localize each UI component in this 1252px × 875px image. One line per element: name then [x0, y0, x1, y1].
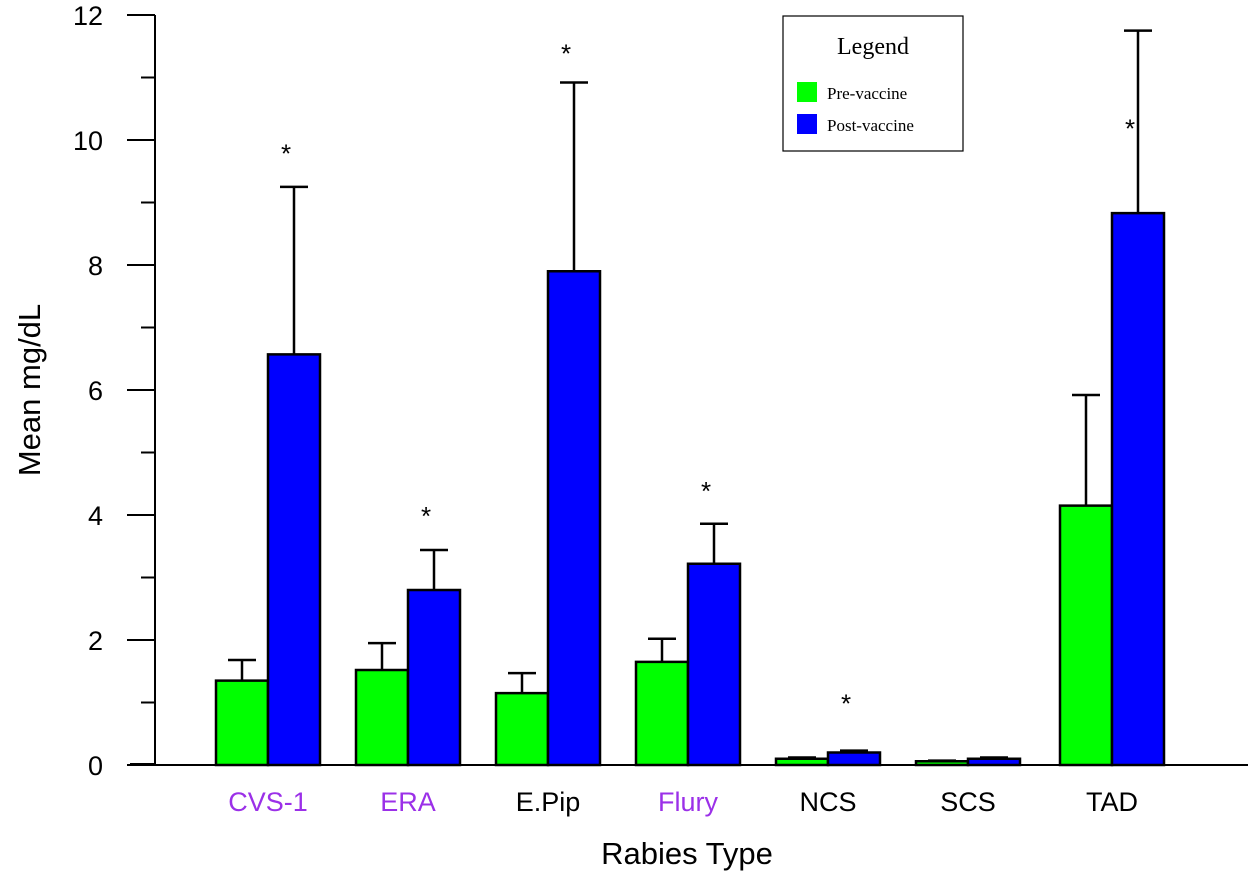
legend-label-post-vaccine: Post-vaccine: [827, 116, 914, 135]
bars: [130, 29, 1166, 767]
bar-post-vaccine-scs: [966, 757, 1022, 767]
x-tick-label: SCS: [940, 787, 996, 817]
legend-title: Legend: [837, 34, 909, 60]
x-tick-label: CVS-1: [228, 787, 308, 817]
y-ticks: 0 2 4 6 8 10 12: [73, 1, 155, 781]
legend: Legend Pre-vaccine Post-vaccine: [782, 15, 964, 152]
bar-pre-vaccine-cvs-1: [214, 679, 270, 767]
x-tick-label: Flury: [658, 787, 718, 817]
significance-star: *: [701, 476, 711, 506]
bar-post-vaccine-flury: [686, 562, 742, 767]
bar-pre-vaccine-scs: [914, 760, 970, 767]
x-tick-label: TAD: [1086, 787, 1138, 817]
y-tick-label: 8: [88, 251, 103, 281]
x-tick-label: E.Pip: [516, 787, 581, 817]
bar-post-vaccine-e-pip: [546, 270, 602, 767]
significance-star: *: [561, 39, 571, 69]
y-axis-title: Mean mg/dL: [12, 304, 47, 476]
y-tick-label: 4: [88, 501, 103, 531]
significance-markers: * * * * * *: [281, 39, 1135, 719]
bar-post-vaccine-tad: [1110, 211, 1166, 767]
significance-star: *: [281, 139, 291, 169]
significance-star: *: [421, 501, 431, 531]
bar-pre-vaccine-flury: [634, 660, 690, 767]
significance-star: *: [1125, 114, 1135, 144]
y-tick-label: 2: [88, 626, 103, 656]
bar-post-vaccine-era: [406, 588, 462, 767]
bar-post-vaccine-ncs: [826, 751, 882, 767]
y-tick-label: 0: [88, 751, 103, 781]
legend-swatch-post-vaccine: [797, 114, 817, 134]
x-axis-title: Rabies Type: [601, 836, 773, 871]
y-tick-label: 6: [88, 376, 103, 406]
y-tick-label: 10: [73, 126, 103, 156]
x-tick-label: NCS: [799, 787, 856, 817]
bar-post-vaccine-cvs-1: [266, 353, 322, 767]
bar-pre-vaccine-ncs: [774, 757, 830, 767]
x-tick-labels: CVS-1 ERA E.Pip Flury NCS SCS TAD: [228, 787, 1138, 817]
bar-pre-vaccine-era: [354, 668, 410, 767]
bar-pre-vaccine-tad: [1058, 504, 1114, 767]
legend-swatch-pre-vaccine: [797, 82, 817, 102]
x-tick-label: ERA: [380, 787, 436, 817]
significance-star: *: [841, 689, 851, 719]
bar-pre-vaccine-e-pip: [494, 691, 550, 767]
y-tick-label: 12: [73, 1, 103, 31]
legend-label-pre-vaccine: Pre-vaccine: [827, 84, 907, 103]
